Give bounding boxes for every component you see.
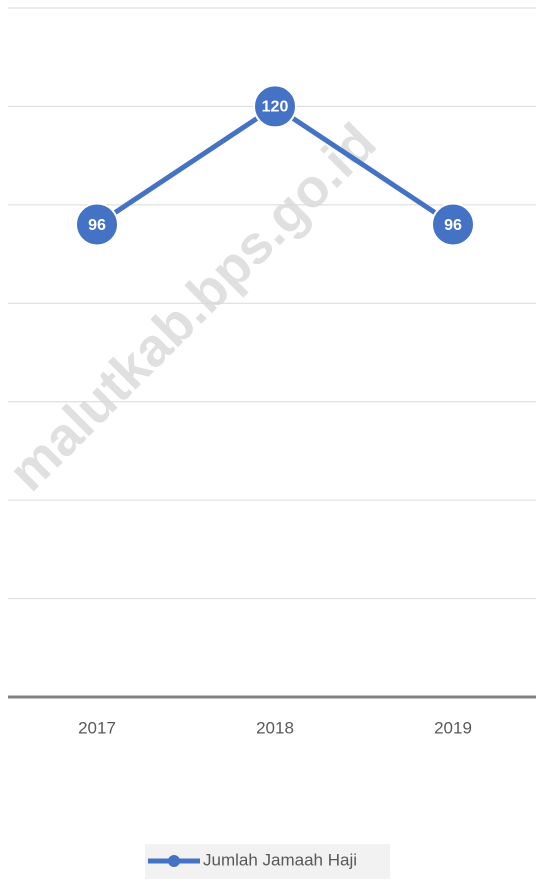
marker: [75, 202, 119, 247]
x-tick-label: 2018: [256, 718, 294, 737]
watermark: malutkab.bps.go.id: [0, 112, 388, 502]
marker: [431, 202, 475, 247]
x-tick-label: 2017: [78, 718, 116, 737]
data-label: 96: [88, 217, 106, 234]
legend-marker: [168, 855, 180, 867]
marker: [253, 84, 297, 129]
data-label: 120: [262, 99, 289, 116]
legend-label: Jumlah Jamaah Haji: [203, 850, 357, 869]
x-tick-label: 2019: [434, 718, 472, 737]
data-label: 96: [444, 217, 462, 234]
